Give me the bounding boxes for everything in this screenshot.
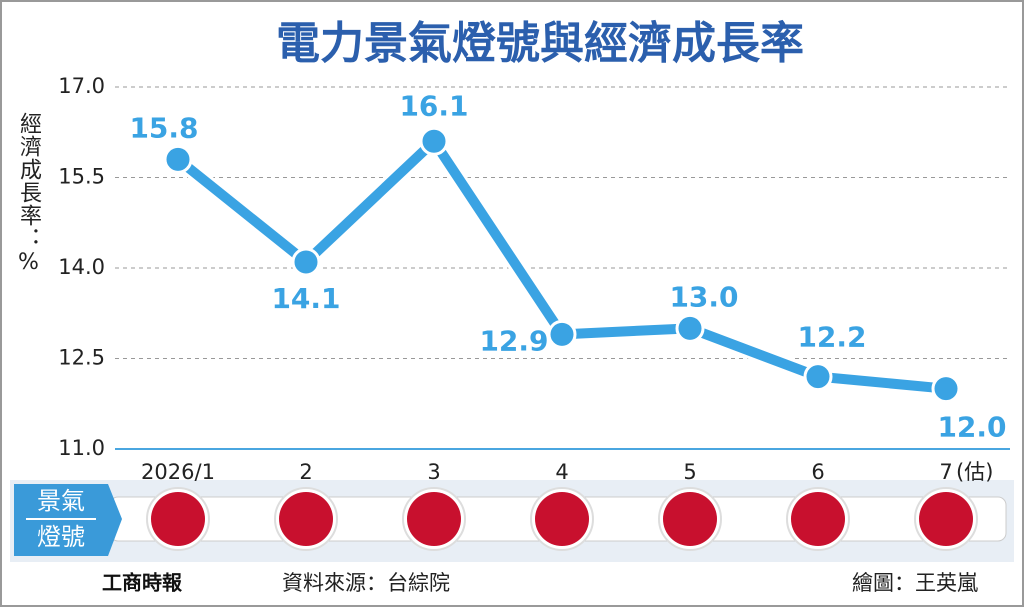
y-tick-label: 15.5 — [58, 165, 105, 189]
source: 資料來源：台綜院 — [282, 571, 450, 595]
y-tick-label: 12.5 — [58, 346, 105, 370]
data-label: 12.2 — [797, 321, 866, 354]
data-label: 12.0 — [937, 411, 1006, 444]
logo: 工商時報 — [102, 571, 183, 595]
signal-label: 景氣 — [37, 487, 85, 515]
data-point — [419, 126, 449, 156]
y-axis-label: 經濟成長率：% — [16, 112, 41, 276]
data-point — [931, 374, 961, 404]
data-point — [803, 362, 833, 392]
data-label: 14.1 — [271, 282, 340, 315]
x-tick-label: 2 — [299, 460, 312, 484]
signal-light — [279, 492, 333, 546]
data-point — [675, 313, 705, 343]
data-label: 13.0 — [669, 280, 738, 313]
x-tick-label: 4 — [555, 460, 568, 484]
signal-light — [663, 492, 717, 546]
signal-light — [919, 492, 973, 546]
signal-light — [791, 492, 845, 546]
y-tick-label: 17.0 — [58, 74, 105, 98]
data-label: 16.1 — [399, 89, 468, 122]
x-tick-label: 5 — [683, 460, 696, 484]
data-point — [163, 144, 193, 174]
chart-title: 電力景氣燈號與經濟成長率 — [276, 18, 804, 69]
data-point — [547, 319, 577, 349]
estimate-note: (估) — [956, 460, 993, 484]
signal-light — [151, 492, 205, 546]
signal-light — [535, 492, 589, 546]
credit: 繪圖：王英嵐 — [852, 571, 978, 595]
x-tick-label: 3 — [427, 460, 440, 484]
x-tick-label: 7 — [939, 460, 952, 484]
y-tick-label: 11.0 — [58, 436, 105, 460]
data-point — [291, 247, 321, 277]
data-label: 12.9 — [479, 324, 548, 357]
x-tick-label: 6 — [811, 460, 824, 484]
data-label: 15.8 — [129, 111, 198, 144]
y-tick-label: 14.0 — [58, 255, 105, 279]
x-tick-label: 2026/1 — [141, 460, 215, 484]
signal-label: 燈號 — [37, 523, 85, 551]
signal-light — [407, 492, 461, 546]
